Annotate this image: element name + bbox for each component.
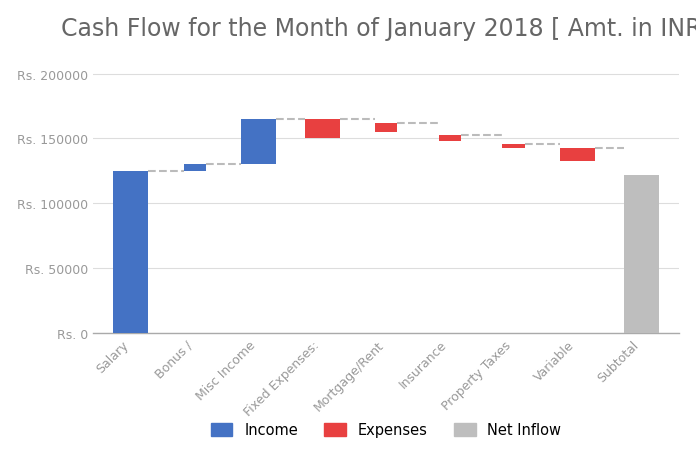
Bar bbox=[184, 165, 206, 171]
Bar bbox=[624, 175, 658, 333]
Legend: Income, Expenses, Net Inflow: Income, Expenses, Net Inflow bbox=[205, 416, 567, 443]
Bar bbox=[560, 148, 595, 161]
Title: Cash Flow for the Month of January 2018 [ Amt. in INR]: Cash Flow for the Month of January 2018 … bbox=[61, 17, 696, 41]
Bar bbox=[503, 144, 525, 148]
Bar bbox=[241, 120, 276, 165]
Bar bbox=[305, 120, 340, 139]
Bar bbox=[113, 171, 148, 333]
Bar bbox=[375, 124, 397, 133]
Bar bbox=[438, 135, 461, 142]
